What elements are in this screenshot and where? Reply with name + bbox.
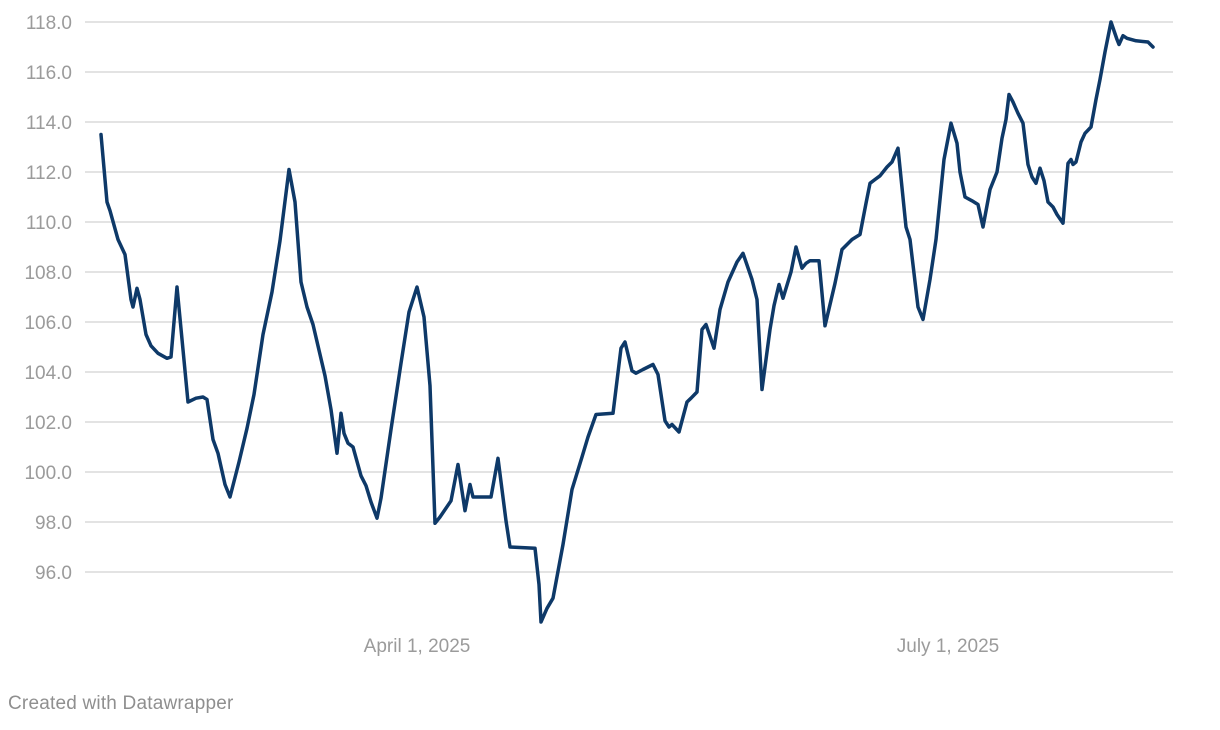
data-line <box>99 20 1155 624</box>
y-axis-tick-label: 108.0 <box>24 263 72 284</box>
y-axis-tick-label: 100.0 <box>24 463 72 484</box>
x-axis-tick-label: July 1, 2025 <box>897 636 999 657</box>
y-axis-tick-label: 110.0 <box>26 213 72 234</box>
y-axis-tick-label: 112.0 <box>26 163 72 184</box>
y-axis-tick-label: 106.0 <box>24 313 72 334</box>
y-axis-tick-label: 114.0 <box>26 113 72 134</box>
y-axis-tick-label: 118.0 <box>26 13 72 34</box>
y-axis-tick-label: 116.0 <box>26 63 72 84</box>
y-axis-tick-label: 102.0 <box>24 413 72 434</box>
y-axis-tick-label: 104.0 <box>24 363 72 384</box>
x-axis-tick-label: April 1, 2025 <box>364 636 471 657</box>
datawrapper-attribution-link[interactable]: Created with Datawrapper <box>8 693 234 714</box>
y-axis-tick-label: 98.0 <box>35 513 72 534</box>
y-axis-tick-label: 96.0 <box>35 563 72 584</box>
